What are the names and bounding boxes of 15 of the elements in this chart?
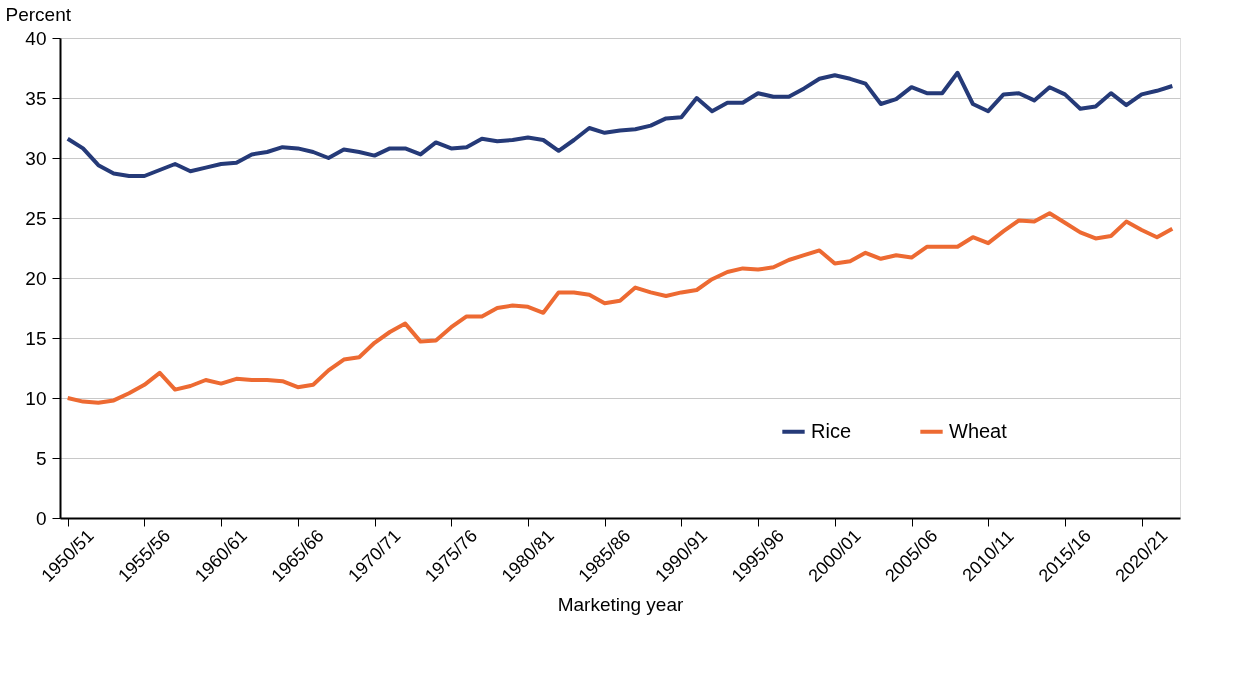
y-tick-label: 20 [25, 267, 47, 289]
y-tick-label: 10 [25, 387, 47, 409]
x-axis-title: Marketing year [557, 593, 684, 615]
y-tick-label: 5 [35, 447, 47, 469]
y-tick-label: 35 [25, 87, 47, 109]
line-series [65, 211, 1175, 405]
y-tick-label: 15 [25, 327, 47, 349]
legend-label: Rice [811, 419, 852, 442]
y-tick-label: 0 [35, 507, 47, 529]
line-series [65, 70, 1175, 178]
y-tick-label: 40 [25, 27, 47, 49]
y-tick-label: 30 [25, 147, 47, 169]
y-tick-label: 25 [25, 207, 47, 229]
legend-label: Wheat [949, 419, 1008, 442]
y-axis-title: Percent [5, 3, 72, 25]
